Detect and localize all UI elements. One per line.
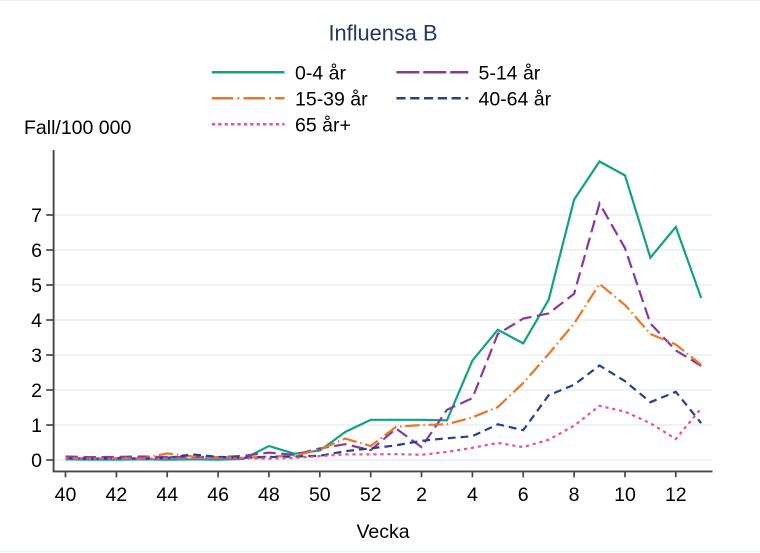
svg-text:42: 42 (106, 484, 128, 506)
svg-text:65 år+: 65 år+ (295, 114, 351, 136)
svg-text:2: 2 (31, 380, 42, 402)
svg-text:5-14 år: 5-14 år (479, 62, 541, 84)
svg-text:Influensa B: Influensa B (328, 20, 437, 45)
svg-text:2: 2 (416, 484, 427, 506)
svg-text:8: 8 (569, 484, 580, 506)
svg-text:48: 48 (258, 484, 280, 506)
svg-text:46: 46 (207, 484, 229, 506)
svg-text:0: 0 (31, 450, 42, 472)
svg-text:6: 6 (31, 240, 42, 262)
svg-text:15-39 år: 15-39 år (295, 88, 368, 110)
svg-text:4: 4 (467, 484, 478, 506)
svg-text:5: 5 (31, 275, 42, 297)
svg-text:3: 3 (31, 345, 42, 367)
svg-text:Fall/100 000: Fall/100 000 (24, 117, 131, 139)
svg-text:50: 50 (309, 484, 331, 506)
svg-text:52: 52 (360, 484, 382, 506)
svg-text:7: 7 (31, 205, 42, 227)
svg-text:0-4 år: 0-4 år (295, 62, 346, 84)
svg-text:12: 12 (665, 484, 687, 506)
svg-text:40-64 år: 40-64 år (479, 88, 552, 110)
svg-text:4: 4 (31, 310, 42, 332)
svg-text:40: 40 (55, 484, 77, 506)
svg-text:1: 1 (31, 415, 42, 437)
svg-text:44: 44 (156, 484, 178, 506)
svg-text:10: 10 (614, 484, 636, 506)
svg-text:6: 6 (518, 484, 529, 506)
svg-text:Vecka: Vecka (356, 521, 409, 543)
